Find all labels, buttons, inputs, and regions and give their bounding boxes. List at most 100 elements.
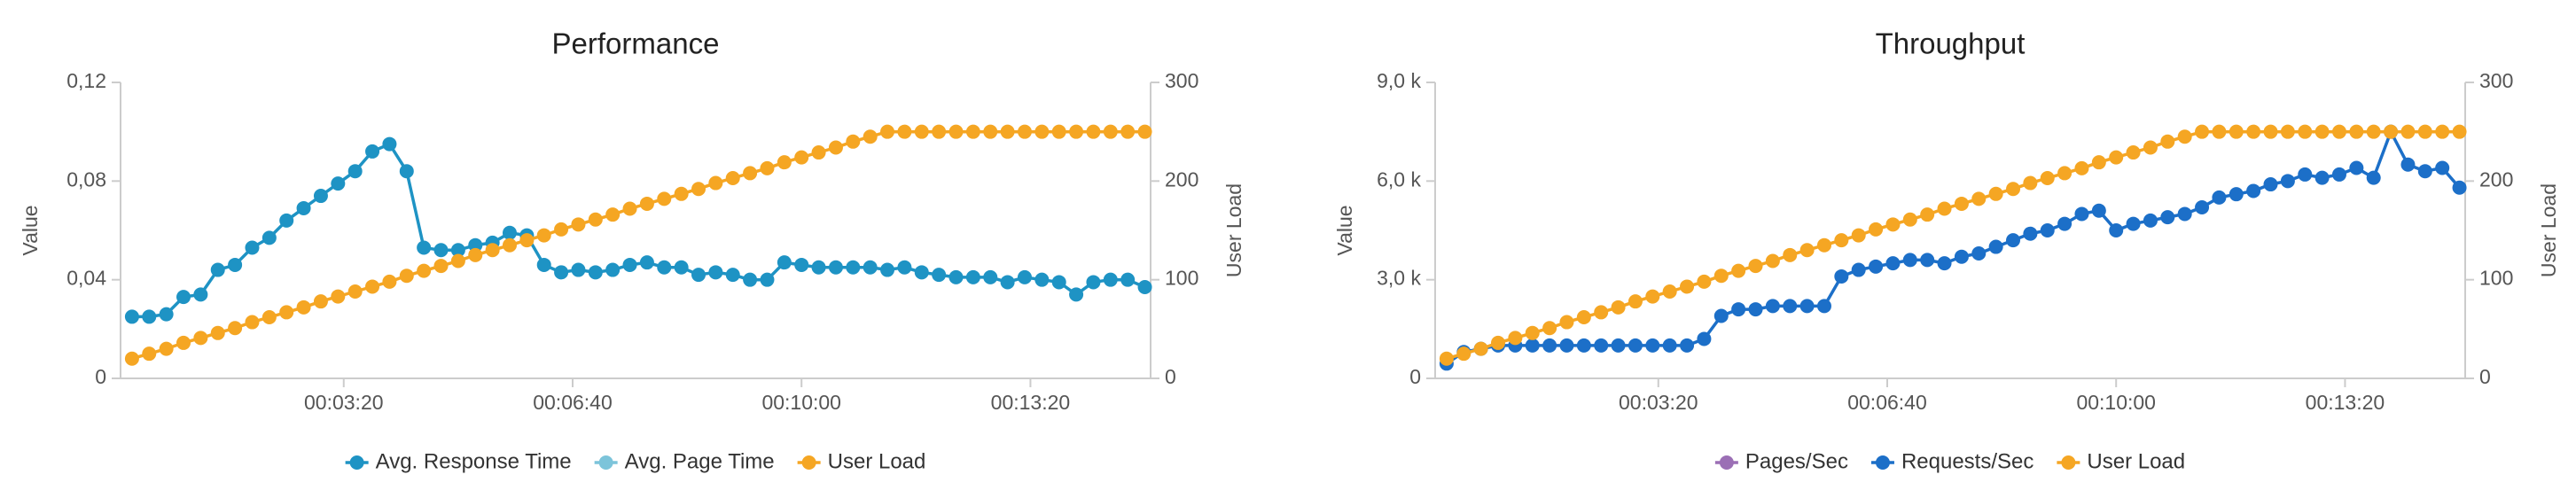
x-tick-label: 00:03:20 <box>304 391 384 414</box>
data-point <box>1559 315 1574 330</box>
data-point <box>142 346 157 362</box>
data-point <box>1748 259 1763 274</box>
data-point <box>1902 253 1917 268</box>
data-point <box>725 170 740 185</box>
data-point <box>2212 124 2227 139</box>
data-point <box>365 144 380 159</box>
y2-tick-label: 0 <box>1165 365 1176 388</box>
x-tick-label: 00:13:20 <box>2306 391 2385 414</box>
data-point <box>382 274 397 289</box>
data-point <box>639 255 654 270</box>
legend-label: Avg. Response Time <box>376 449 572 473</box>
data-point <box>1988 186 2003 201</box>
data-point <box>794 150 809 165</box>
data-point <box>2160 134 2175 149</box>
data-point <box>502 225 517 240</box>
series-line <box>1446 129 2460 361</box>
data-point <box>897 260 912 275</box>
data-point <box>571 262 586 277</box>
data-point <box>1542 338 1557 353</box>
data-point <box>2057 166 2073 181</box>
data-point <box>1103 272 1118 287</box>
data-point <box>2006 233 2021 248</box>
data-point <box>2298 124 2313 139</box>
y-tick-label: 6,0 k <box>1377 167 1421 191</box>
data-point <box>914 124 929 139</box>
data-point <box>1971 245 1987 261</box>
data-point <box>948 269 964 284</box>
data-point <box>536 257 551 272</box>
legend-label: Pages/Sec <box>1745 449 1848 473</box>
data-point <box>828 260 843 275</box>
data-point <box>1765 253 1780 268</box>
chart-title: Throughput <box>1876 27 2026 60</box>
data-point <box>1628 294 1643 309</box>
data-point <box>1628 338 1643 353</box>
data-point <box>1525 325 1540 340</box>
data-point <box>1799 299 1815 314</box>
data-point <box>2246 183 2261 198</box>
data-point <box>588 212 603 227</box>
data-point <box>691 268 706 283</box>
data-point <box>382 136 397 152</box>
data-point <box>1611 338 1626 353</box>
data-point <box>245 240 260 255</box>
data-point <box>2143 213 2158 228</box>
data-point <box>846 260 861 275</box>
data-point <box>159 341 174 356</box>
data-point <box>965 124 980 139</box>
data-point <box>725 268 740 283</box>
y2-tick-label: 300 <box>1165 69 1198 92</box>
chart-panel: Performance 0 0,04 0,08 0,12 0 100 200 300 00:03:… <box>19 27 1245 474</box>
data-point <box>828 140 843 155</box>
data-point <box>433 259 449 274</box>
data-point <box>296 300 311 315</box>
data-point <box>777 155 792 170</box>
data-point <box>1000 124 1015 139</box>
data-point <box>417 263 432 278</box>
data-point <box>983 269 998 284</box>
data-point <box>2349 160 2364 175</box>
series-line <box>1445 128 2461 365</box>
y2-tick-label: 0 <box>2479 365 2491 388</box>
data-point <box>588 265 603 280</box>
data-point <box>2212 190 2227 205</box>
data-point <box>1576 309 1591 324</box>
data-point <box>777 255 792 270</box>
y-tick-label: 0,04 <box>66 267 106 290</box>
data-point <box>1731 263 1746 278</box>
data-point <box>1834 268 1849 284</box>
y2-tick-label: 100 <box>1165 267 1198 290</box>
data-point <box>2074 160 2089 175</box>
legend-marker <box>349 455 364 470</box>
data-point <box>2384 124 2399 139</box>
x-tick-label: 00:06:40 <box>533 391 613 414</box>
data-point <box>2400 124 2416 139</box>
data-point <box>1034 272 1050 287</box>
data-point <box>228 257 243 272</box>
data-point <box>622 257 637 272</box>
data-point <box>2057 216 2073 231</box>
data-point <box>2331 167 2346 182</box>
x-tick-label: 00:03:20 <box>1619 391 1698 414</box>
data-point <box>1748 302 1763 317</box>
data-point <box>965 269 980 284</box>
data-point <box>210 325 225 340</box>
data-point <box>2177 206 2192 222</box>
data-point <box>313 189 328 204</box>
data-point <box>2074 206 2089 222</box>
data-point <box>863 129 878 144</box>
data-point <box>880 262 895 277</box>
data-point <box>1576 338 1591 353</box>
data-point <box>2195 200 2210 215</box>
y2-tick-label: 100 <box>2479 267 2513 290</box>
data-point <box>743 166 758 181</box>
data-point <box>1731 302 1746 317</box>
data-point <box>2023 226 2038 241</box>
data-point <box>1662 338 1677 353</box>
data-point <box>2280 174 2295 189</box>
legend-label: User Load <box>2087 449 2185 473</box>
legend-marker <box>1719 455 1734 470</box>
